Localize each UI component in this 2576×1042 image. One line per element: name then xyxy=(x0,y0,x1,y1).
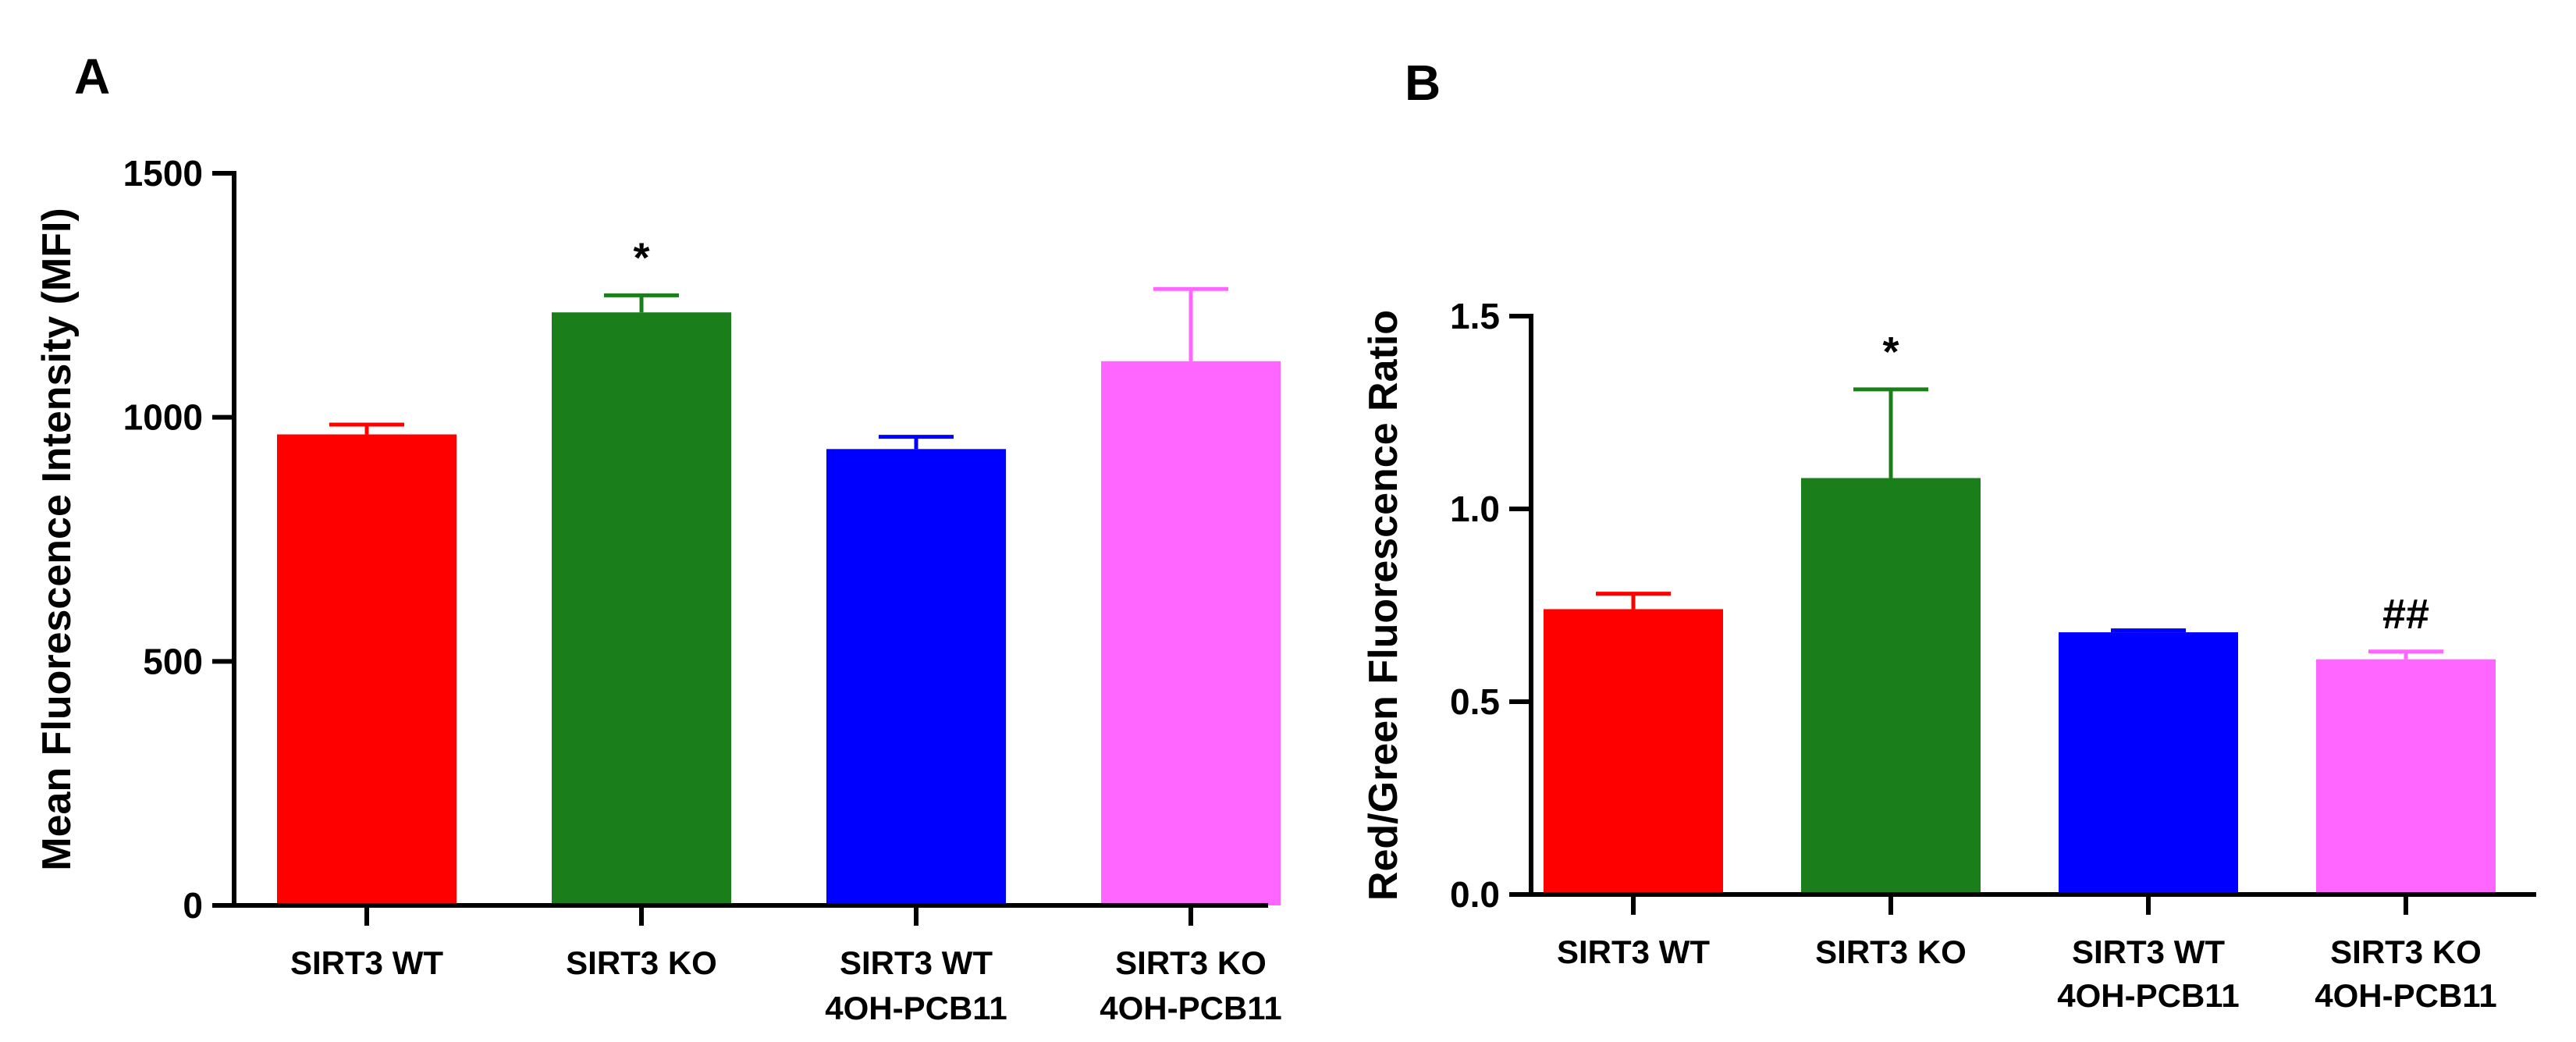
x-tick-label: 4OH-PCB11 xyxy=(1100,990,1281,1026)
x-tick-label: SIRT3 WT xyxy=(2072,934,2225,970)
x-tick-label: SIRT3 KO xyxy=(2330,934,2482,970)
x-tick-label: 4OH-PCB11 xyxy=(2315,977,2496,1014)
x-tick-label: 4OH-PCB11 xyxy=(825,990,1007,1026)
y-tick-label: 1.0 xyxy=(1450,489,1500,529)
panel-a: A Mean Fluorescence Intensity (MFI) * 0 500 1… xyxy=(34,48,1282,1026)
x-tick-label: SIRT3 WT xyxy=(290,944,443,981)
significance-label: ## xyxy=(2382,591,2429,638)
bar xyxy=(2059,632,2238,894)
x-tick-label: SIRT3 WT xyxy=(1557,934,1710,970)
bar xyxy=(552,312,731,906)
bar xyxy=(1801,478,1981,894)
bar xyxy=(826,449,1006,905)
y-tick-label: 1500 xyxy=(123,153,203,194)
x-tick-label: SIRT3 KO xyxy=(1815,934,1967,970)
bar xyxy=(1544,609,1723,894)
y-tick-label: 1.5 xyxy=(1450,296,1500,336)
y-tick-label: 500 xyxy=(143,641,203,681)
significance-label: * xyxy=(1882,329,1899,375)
y-tick-label: 0.5 xyxy=(1450,681,1500,722)
y-tick-label: 0.0 xyxy=(1450,874,1500,915)
y-axis-label: Red/Green Fluorescence Ratio xyxy=(1361,310,1406,901)
bar xyxy=(1101,361,1281,906)
panel-letter: A xyxy=(74,48,110,105)
x-tick-label: SIRT3 KO xyxy=(1115,944,1267,981)
x-tick-label: 4OH-PCB11 xyxy=(2057,977,2239,1014)
y-tick-label: 0 xyxy=(183,885,203,926)
y-tick-label: 1000 xyxy=(123,397,203,438)
bar xyxy=(277,434,457,905)
bar xyxy=(2316,659,2496,894)
panel-b: B Red/Green Fluorescence Ratio * ## 0.0 0.5 1.… xyxy=(1361,55,2536,1014)
x-tick-label: SIRT3 KO xyxy=(566,944,717,981)
significance-label: * xyxy=(633,234,649,281)
x-tick-label: SIRT3 WT xyxy=(840,944,993,981)
y-axis-label: Mean Fluorescence Intensity (MFI) xyxy=(34,208,80,871)
panel-letter: B xyxy=(1405,55,1441,111)
